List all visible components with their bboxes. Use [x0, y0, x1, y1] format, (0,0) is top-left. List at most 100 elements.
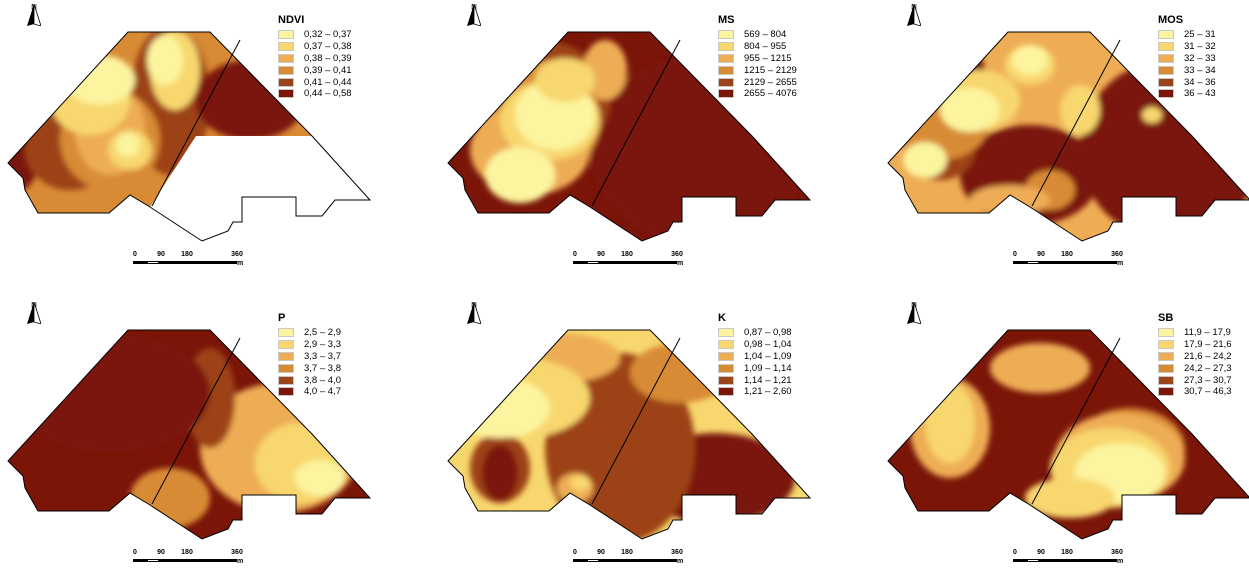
scale-label: 180 — [1061, 251, 1073, 258]
class-zone — [903, 142, 947, 178]
legend-swatch — [718, 89, 734, 99]
legend-swatch — [1158, 65, 1174, 75]
legend-swatch — [278, 375, 294, 385]
legend-title: P — [278, 312, 286, 324]
scale-label: 90 — [157, 549, 165, 556]
scale-label: 360 — [1111, 251, 1123, 258]
legend-swatch — [1158, 42, 1174, 52]
legend-entry: 0,41 – 0,44 — [278, 76, 352, 88]
legend-swatch — [278, 89, 294, 99]
legend-entry: 24,2 – 27,3 — [1158, 362, 1232, 374]
map-legend: NDVI 0,32 – 0,37 0,37 – 0,38 0,38 – 0,39 0,3… — [278, 14, 352, 100]
scale-unit: m — [237, 558, 244, 565]
legend-entry: 31 – 32 — [1158, 41, 1216, 53]
legend-entry: 3,8 – 4,0 — [278, 374, 341, 386]
scale-label: 0 — [573, 549, 577, 556]
legend-label: 0,41 – 0,44 — [304, 76, 352, 88]
legend-label: 1,04 – 1,09 — [744, 350, 792, 362]
legend-swatch — [1158, 387, 1174, 397]
map-panel-k: N K 0,87 – 0,980,98 – 1,041,04 – 1,091,09 … — [440, 298, 840, 578]
class-zone — [925, 383, 975, 463]
scale-segment — [185, 261, 237, 264]
legend-swatch — [718, 363, 734, 373]
scale-unit: m — [1117, 558, 1124, 565]
class-zone — [970, 185, 1050, 215]
legend-swatch — [718, 65, 734, 75]
field-boundary — [7, 31, 372, 242]
legend-label: 2,9 – 3,3 — [304, 339, 341, 351]
scale-label: 360 — [1111, 549, 1123, 556]
legend-swatch — [278, 328, 294, 338]
legend-label: 0,87 – 0,98 — [744, 327, 792, 339]
legend-swatch — [278, 30, 294, 40]
legend-label: 25 – 31 — [1184, 29, 1216, 41]
legend-title: SB — [1158, 312, 1174, 324]
class-zone — [116, 133, 140, 157]
legend-label: 31 – 32 — [1184, 41, 1216, 53]
north-arrow-icon: N — [27, 4, 41, 26]
legend-swatch — [1158, 89, 1174, 99]
class-zone — [940, 88, 1000, 132]
legend-entry: 2655 – 4076 — [718, 88, 797, 100]
legend-entry: 1,14 – 1,21 — [718, 374, 792, 386]
scale-segment — [1065, 559, 1117, 562]
map-legend: SB 11,9 – 17,9 17,9 – 21,6 21,6 – 24,2 24,2 … — [1158, 312, 1232, 398]
scale-unit: m — [677, 558, 684, 565]
class-zone — [485, 147, 555, 203]
plot-divider-line — [591, 39, 681, 207]
legend-label: 17,9 – 21,6 — [1184, 339, 1232, 351]
legend-entry: 0,37 – 0,38 — [278, 41, 352, 53]
legend-swatch — [1158, 351, 1174, 361]
legend-entry: 27,3 – 30,7 — [1158, 374, 1232, 386]
legend-label: 0,98 – 1,04 — [744, 339, 792, 351]
map-canvas — [447, 31, 812, 242]
scale-unit: m — [1117, 260, 1124, 267]
scale-label: 180 — [621, 251, 633, 258]
legend-swatch — [1158, 340, 1174, 350]
field-boundary — [887, 329, 1249, 540]
legend-label: 569 – 804 — [744, 29, 787, 41]
scale-segment — [1027, 261, 1039, 264]
legend-swatch — [718, 351, 734, 361]
legend-swatch — [718, 30, 734, 40]
scale-label: 90 — [1037, 549, 1045, 556]
scale-label: 360 — [231, 549, 243, 556]
legend-swatch — [278, 340, 294, 350]
scale-label: 360 — [671, 251, 683, 258]
legend-label: 27,3 – 30,7 — [1184, 374, 1232, 386]
legend-label: 36 – 43 — [1184, 88, 1216, 100]
scale-label: 90 — [597, 251, 605, 258]
legend-entry: 0,87 – 0,98 — [718, 327, 792, 339]
map-canvas — [887, 329, 1249, 540]
map-panel-p: N P 2,5 – 2,92,9 – 3,33,3 – 3,73,7 – 3,83,… — [0, 298, 400, 578]
legend-entry: 11,9 – 17,9 — [1158, 327, 1232, 339]
legend-label: 24,2 – 27,3 — [1184, 362, 1232, 374]
scale-label: 180 — [181, 549, 193, 556]
map-legend: MOS 25 – 31 31 – 32 32 – 33 33 – 34 34 – 36 36… — [1158, 14, 1216, 100]
scale-segment — [625, 261, 677, 264]
legend-label: 0,38 – 0,39 — [304, 52, 352, 64]
legend-entry: 25 – 31 — [1158, 29, 1216, 41]
scale-segment — [573, 261, 587, 264]
legend-entry: 34 – 36 — [1158, 76, 1216, 88]
scale-segment — [147, 261, 159, 264]
legend-entry: 21,6 – 24,2 — [1158, 351, 1232, 363]
legend-label: 1,21 – 2,60 — [744, 386, 792, 398]
scale-segment — [159, 261, 185, 264]
map-legend: K 0,87 – 0,98 0,98 – 1,04 1,04 – 1,09 1,09 –… — [718, 312, 792, 398]
legend-entry: 0,44 – 0,58 — [278, 88, 352, 100]
class-zone — [482, 445, 518, 501]
scale-segment — [587, 559, 599, 562]
legend-label: 2655 – 4076 — [744, 88, 797, 100]
legend-swatch — [718, 42, 734, 52]
class-zone — [630, 343, 730, 403]
legend-label: 2129 – 2655 — [744, 76, 797, 88]
scale-unit: m — [237, 260, 244, 267]
legend-swatch — [718, 375, 734, 385]
scale-bar: 0 90 180 360 m — [1011, 251, 1131, 273]
scale-label: 0 — [133, 251, 137, 258]
legend-entry: 33 – 34 — [1158, 64, 1216, 76]
legend-label: 0,39 – 0,41 — [304, 64, 352, 76]
legend-entry: 2,9 – 3,3 — [278, 339, 341, 351]
scale-segment — [599, 559, 625, 562]
